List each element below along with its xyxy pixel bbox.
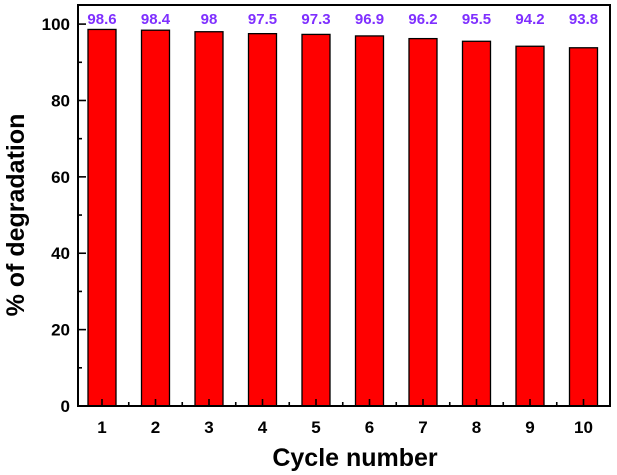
y-axis-title: % of degradation (2, 114, 30, 317)
y-tick-label: 40 (51, 244, 70, 263)
data-label: 98.6 (87, 11, 116, 28)
x-tick-label: 4 (258, 418, 268, 437)
bar (140, 29, 171, 407)
y-tick-label: 100 (42, 15, 70, 34)
data-label: 98 (201, 11, 218, 28)
bar (87, 28, 117, 407)
bar (568, 47, 599, 407)
data-label: 97.5 (248, 11, 277, 28)
data-label: 94.2 (515, 11, 544, 28)
plot-frame (77, 4, 611, 407)
y-tick-label: 60 (51, 168, 70, 187)
data-label: 96.2 (408, 11, 437, 28)
bar (461, 40, 492, 407)
y-tick-label: 20 (51, 321, 70, 340)
x-tick-label: 5 (311, 418, 320, 437)
plot-area: 98.6 98.4 98 97.5 97.3 96.9 96.2 95.5 94.2 93.802… (42, 4, 611, 437)
bar (515, 45, 545, 407)
data-label: 96.9 (355, 11, 384, 28)
bar (247, 32, 278, 407)
x-tick-label: 8 (472, 418, 481, 437)
y-tick-label: 0 (61, 397, 70, 416)
bar (408, 37, 438, 407)
data-label: 95.5 (462, 11, 491, 28)
data-label: 93.8 (569, 11, 598, 28)
x-tick-label: 3 (204, 418, 213, 437)
x-tick-label: 1 (97, 418, 106, 437)
x-tick-label: 6 (365, 418, 374, 437)
bar (194, 31, 224, 407)
bar (301, 33, 331, 407)
x-tick-label: 7 (418, 418, 427, 437)
x-axis-title: Cycle number (272, 444, 438, 472)
x-tick-label: 9 (525, 418, 534, 437)
y-tick-label: 80 (51, 91, 70, 110)
data-label: 98.4 (141, 11, 171, 28)
data-label: 97.3 (301, 11, 330, 28)
x-tick-label: 10 (574, 418, 593, 437)
x-tick-label: 2 (151, 418, 160, 437)
bar (354, 35, 385, 407)
